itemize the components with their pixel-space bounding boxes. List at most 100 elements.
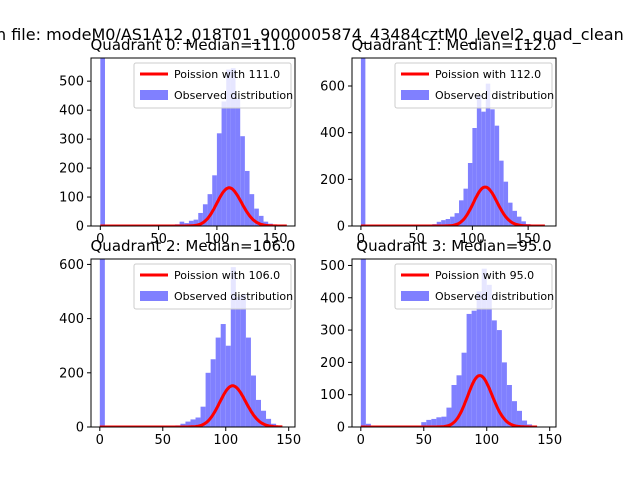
histogram-bar xyxy=(266,418,272,427)
histogram-bar xyxy=(244,170,250,226)
histogram-bar xyxy=(207,194,213,226)
y-tick-label: 400 xyxy=(59,312,84,327)
histogram-bar xyxy=(195,417,201,427)
histogram-bar xyxy=(230,68,236,226)
histogram-bar xyxy=(250,375,256,427)
histogram-bar xyxy=(522,420,528,427)
histogram-bar xyxy=(205,372,211,427)
legend-box xyxy=(133,263,292,310)
x-tick-label: 100 xyxy=(213,433,238,448)
quadrant-panel-1: 0 50 100 150 0 200 400 600 Quadrant 1: Median=11… xyxy=(320,36,557,247)
quadrant-panel-2: 0 50 100 150 0 200 400 600 Quadrant 2: Median=10… xyxy=(59,237,301,448)
histogram-bar xyxy=(365,423,371,427)
y-tick-label: 100 xyxy=(59,191,84,206)
axes-frame xyxy=(351,57,557,227)
histogram-bar xyxy=(200,406,206,427)
histogram-bar xyxy=(501,362,507,427)
histogram-bar xyxy=(491,320,497,427)
histogram-bar xyxy=(216,133,222,226)
histogram-bar xyxy=(466,313,472,427)
histogram-bar xyxy=(212,175,217,226)
histogram-bar xyxy=(245,337,251,427)
figure-suptitle: n file: modeM0/AS1A12_018T01_9000005874_… xyxy=(0,22,640,48)
legend-entry-poisson: Poission with 106.0 xyxy=(174,269,280,282)
histogram-bar xyxy=(451,385,457,427)
histogram-bar xyxy=(486,284,492,427)
observed-histogram xyxy=(360,58,531,226)
legend-entry-observed: Observed distribution xyxy=(174,290,293,303)
histogram-bar xyxy=(431,418,437,427)
y-tick-label: 500 xyxy=(320,259,345,274)
panel-title: Quadrant 3: Median=95.0 xyxy=(356,237,551,255)
histogram-bar xyxy=(446,407,452,427)
histogram-bar xyxy=(421,422,427,427)
panel-title: Quadrant 2: Median=106.0 xyxy=(91,237,296,255)
y-tick-label: 400 xyxy=(320,126,345,141)
histogram-bar xyxy=(456,375,462,427)
histogram-bar xyxy=(494,125,500,226)
legend-entry-observed: Observed distribution xyxy=(435,89,554,102)
histogram-bar xyxy=(490,109,495,226)
histogram-bar xyxy=(450,216,455,226)
y-tick-label: 400 xyxy=(59,104,84,119)
histogram-bar xyxy=(263,221,269,226)
histogram-bar xyxy=(476,291,482,427)
y-tick-label: 600 xyxy=(59,258,84,273)
histogram-bar xyxy=(230,267,236,427)
histogram-bar xyxy=(240,294,246,427)
x-tick-label: 50 xyxy=(416,433,433,448)
legend-bar-swatch xyxy=(401,291,429,301)
histogram-bar xyxy=(436,221,442,226)
x-tick-label: 50 xyxy=(150,232,167,247)
y-tick-label: 100 xyxy=(320,388,345,403)
legend-entry-observed: Observed distribution xyxy=(435,290,554,303)
legend-box xyxy=(394,62,553,109)
legend-entry-poisson: Poission with 95.0 xyxy=(435,269,534,282)
panel-title: Quadrant 0: Median=111.0 xyxy=(91,36,296,54)
histogram-bar xyxy=(516,216,522,226)
histogram-bar xyxy=(426,419,432,427)
x-tick-label: 0 xyxy=(96,433,104,448)
y-tick-label: 600 xyxy=(320,80,345,95)
y-tick-label: 0 xyxy=(337,220,345,235)
legend-box xyxy=(394,263,553,310)
histogram-bar xyxy=(254,208,259,226)
histogram-bar xyxy=(445,219,451,226)
histogram-bar xyxy=(202,204,208,226)
observed-histogram xyxy=(100,58,278,226)
x-tick-label: 150 xyxy=(537,433,562,448)
histogram-bar xyxy=(220,324,226,427)
y-tick-label: 0 xyxy=(76,220,84,235)
y-tick-label: 200 xyxy=(59,162,84,177)
histogram-bar xyxy=(499,160,504,226)
histogram-bar xyxy=(511,401,517,427)
y-tick-label: 200 xyxy=(320,173,345,188)
y-tick-label: 200 xyxy=(59,366,84,381)
histogram-bar xyxy=(261,410,267,427)
histogram-bar xyxy=(99,259,105,427)
histogram-bar xyxy=(459,200,464,226)
histogram-bar xyxy=(463,188,468,226)
histogram-bar xyxy=(190,419,196,427)
histogram-bar xyxy=(360,259,366,427)
histogram-bar xyxy=(476,95,482,226)
legend-entry-observed: Observed distribution xyxy=(174,89,293,102)
quadrant-panel-0: 0 50 100 150 0 100 200 300 400 500 Quadrant 0: Med… xyxy=(59,36,296,247)
histogram-bar xyxy=(467,163,473,226)
histogram-bar xyxy=(508,202,513,226)
histogram-bar xyxy=(185,421,191,427)
histogram-bar xyxy=(441,416,447,427)
histogram-bar xyxy=(226,69,231,226)
panel-title: Quadrant 1: Median=112.0 xyxy=(352,36,557,54)
histogram-bar xyxy=(472,128,477,226)
histogram-bar xyxy=(180,423,186,427)
x-tick-label: 150 xyxy=(276,433,301,448)
x-tick-label: 100 xyxy=(474,433,499,448)
x-tick-label: 50 xyxy=(155,433,172,448)
histogram-bar xyxy=(235,98,241,226)
histogram-bar xyxy=(258,215,264,226)
x-tick-label: 150 xyxy=(516,232,541,247)
histogram-bar xyxy=(516,410,522,427)
y-tick-label: 300 xyxy=(59,133,84,148)
